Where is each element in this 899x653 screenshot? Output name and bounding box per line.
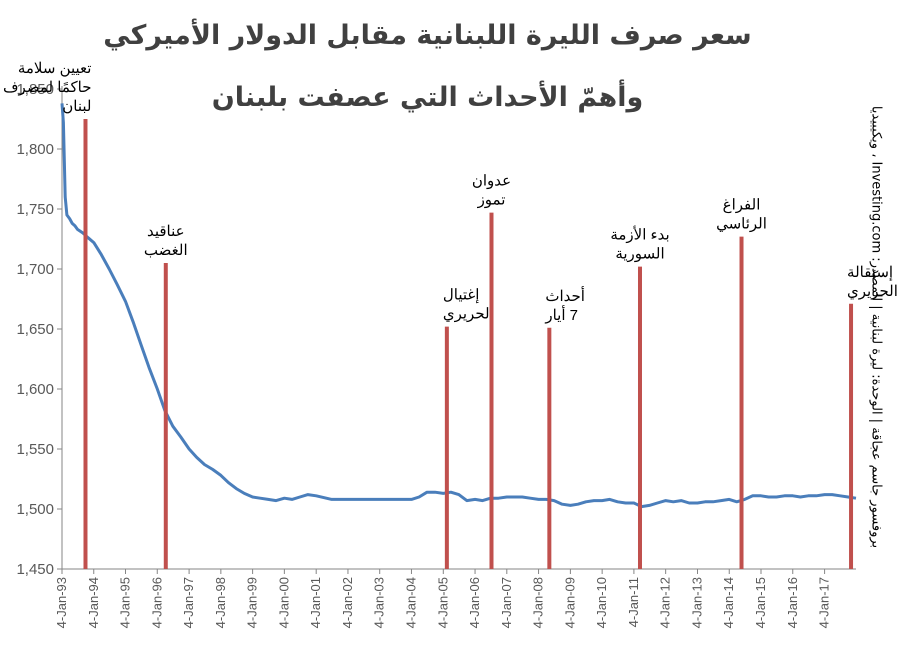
x-tick-label: 4-Jan-15: [753, 577, 768, 628]
event-label: أحداث 7 أيار: [544, 286, 585, 324]
x-axis: 4-Jan-93 4-Jan-94 4-Jan-95 4-Jan-96 4-Jan-97…: [54, 568, 856, 628]
x-tick-label: 4-Jan-97: [181, 577, 196, 628]
chart-title-line-2: وأهمّ الأحداث التي عصفت بلبنان: [211, 82, 644, 113]
event-label-line: لبنان: [62, 98, 91, 115]
event-label: إغتيال الحريري: [443, 287, 494, 323]
event-label-line: حاكمًا لمصرف: [3, 79, 91, 96]
x-tick-label: 4-Jan-00: [276, 577, 291, 628]
x-tick-label: 4-Jan-14: [721, 577, 736, 628]
chart-title-line-1: سعر صرف الليرة اللبنانية مقابل الدولار ا…: [103, 20, 752, 51]
y-tick-label: 1,700: [16, 261, 54, 278]
event-label: بدء الأزمة السورية: [610, 226, 669, 263]
event-label-line: 7 أيار: [544, 305, 578, 324]
event-label-line: السورية: [615, 246, 664, 263]
event-label-line: الغضب: [144, 242, 188, 259]
event-label: إستقالة الحريري: [847, 264, 898, 300]
x-tick-label: 4-Jan-95: [118, 577, 133, 628]
event-label-line: بدء الأزمة: [610, 226, 669, 244]
x-tick-label: 4-Jan-13: [689, 577, 704, 628]
x-tick-label: 4-Jan-06: [467, 577, 482, 628]
y-tick-label: 1,800: [16, 141, 54, 158]
y-tick-label: 1,450: [16, 561, 54, 578]
event-label: الفراغ الرئاسي: [716, 197, 767, 233]
event-label-line: عدوان: [472, 173, 511, 190]
event-label-line: الحريري: [443, 306, 494, 323]
x-tick-label: 4-Jan-93: [54, 577, 69, 628]
event-label: عدوان تموز: [472, 173, 511, 209]
x-tick-label: 4-Jan-08: [531, 577, 546, 628]
event-label-line: الحريري: [847, 283, 898, 300]
x-tick-label: 4-Jan-11: [626, 577, 641, 627]
event-label-line: أحداث: [545, 286, 585, 305]
x-tick-label: 4-Jan-99: [245, 577, 260, 628]
x-tick-label: 4-Jan-09: [562, 577, 577, 628]
x-tick-label: 4-Jan-12: [658, 577, 673, 628]
y-tick-label: 1,550: [16, 441, 54, 458]
series-layer: [60, 103, 857, 509]
y-tick-label: 1,600: [16, 381, 54, 398]
x-tick-label: 4-Jan-03: [372, 577, 387, 628]
event-label: عناقيد الغضب: [144, 223, 188, 259]
y-tick-label: 1,650: [16, 321, 54, 338]
event-label-line: إغتيال: [443, 287, 480, 304]
series-line: [60, 103, 857, 509]
x-tick-label: 4-Jan-17: [817, 577, 832, 628]
x-tick-label: 4-Jan-16: [785, 577, 800, 628]
x-tick-label: 4-Jan-96: [149, 577, 164, 628]
y-tick-label: 1,500: [16, 501, 54, 518]
x-tick-label: 4-Jan-98: [213, 577, 228, 628]
event-label-line: عناقيد: [147, 223, 185, 240]
y-tick-label: 1,850: [16, 81, 54, 98]
x-tick-label: 4-Jan-94: [86, 577, 101, 628]
x-tick-label: 4-Jan-04: [403, 577, 418, 628]
event-label-line: تعيين سلامة: [18, 60, 92, 77]
event-label-line: الرئاسي: [716, 216, 767, 233]
y-axis: 1,450 1,500 1,550 1,600 1,650 1,700 1,750 1,800…: [16, 81, 63, 578]
x-tick-label: 4-Jan-07: [499, 577, 514, 628]
x-tick-label: 4-Jan-05: [435, 577, 450, 628]
x-tick-label: 4-Jan-01: [308, 577, 323, 628]
event-label: تعيين سلامة حاكمًا لمصرف لبنان: [3, 60, 91, 115]
x-tick-label: 4-Jan-10: [594, 577, 609, 628]
event-label-line: تموز: [477, 192, 506, 209]
events-layer: تعيين سلامة حاكمًا لمصرف لبنان عناقيد الغضب إ…: [3, 60, 898, 569]
x-tick-label: 4-Jan-02: [340, 577, 355, 628]
event-label-line: الفراغ: [723, 197, 761, 214]
y-tick-label: 1,750: [16, 201, 54, 218]
event-label-line: إستقالة: [847, 264, 893, 281]
